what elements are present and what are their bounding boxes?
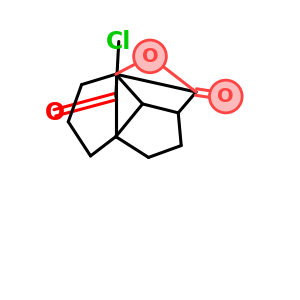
Text: O: O [45,101,65,125]
Text: O: O [218,87,234,106]
Text: O: O [142,47,158,66]
Circle shape [209,80,242,113]
Circle shape [134,40,166,73]
Text: Cl: Cl [106,29,131,53]
